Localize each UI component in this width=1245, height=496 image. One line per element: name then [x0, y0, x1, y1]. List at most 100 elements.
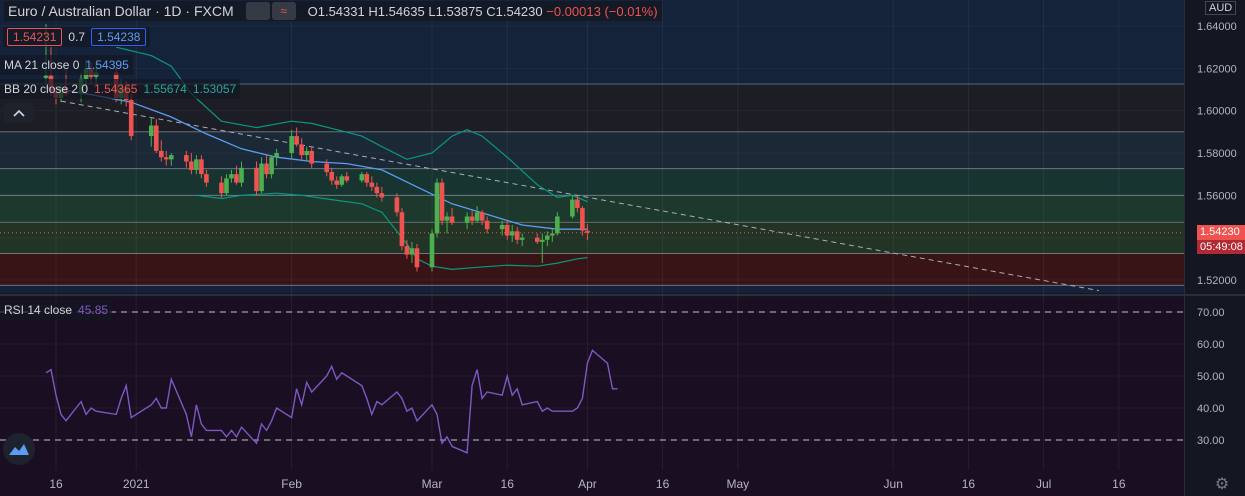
candle-body: [469, 216, 475, 221]
eye-icon[interactable]: [245, 2, 270, 20]
candle-body: [264, 163, 269, 175]
ma21-line: [45, 86, 588, 230]
candle-body: [229, 174, 234, 179]
collapse-legend-button[interactable]: [4, 103, 34, 123]
level-band: [0, 195, 1184, 223]
spread-value: 0.7: [68, 30, 86, 44]
close-value: C1.54230: [486, 3, 543, 19]
last-price-tag: 1.54230: [1197, 225, 1245, 240]
candle-body: [414, 248, 420, 268]
time-tick-label: 16: [962, 477, 976, 491]
bb-label: BB 20 close 2 0: [4, 82, 89, 96]
time-tick-label: Feb: [281, 477, 302, 491]
candle-body: [504, 224, 510, 236]
ohlc-values: O1.54331 H1.54635 L1.53875 C1.54230 −0.0…: [308, 4, 658, 19]
high-value: H1.54635: [368, 3, 425, 19]
time-tick-label: 2021: [123, 477, 150, 491]
ma-value: 1.54395: [85, 58, 129, 72]
candle-body: [534, 237, 540, 242]
bb-legend[interactable]: BB 20 close 2 0 1.54365 1.55674 1.53057: [0, 79, 241, 99]
candle-body: [254, 167, 259, 192]
candle-body: [409, 248, 415, 255]
ma-label: MA 21 close 0: [4, 58, 80, 72]
candle-body: [148, 125, 154, 137]
open-value: O1.54331: [307, 3, 365, 19]
buy-button[interactable]: 1.54238: [91, 28, 147, 46]
candle-body: [269, 157, 274, 175]
candle-body: [439, 182, 445, 221]
candle-body: [539, 239, 545, 242]
candle-body: [474, 212, 480, 221]
candle-body: [444, 216, 450, 221]
time-tick-label: 16: [501, 477, 515, 491]
candle-body: [570, 199, 575, 217]
rsi-tick-label: 70.00: [1197, 307, 1225, 319]
candle-body: [399, 212, 405, 247]
candle-body: [429, 233, 435, 268]
candle-body: [194, 159, 199, 170]
legend-toggles: ≈: [245, 2, 296, 20]
rsi-tick-label: 50.00: [1197, 371, 1225, 383]
ma-legend[interactable]: MA 21 close 0 1.54395: [0, 55, 133, 75]
currency-label[interactable]: AUD: [1205, 1, 1237, 15]
candle-body: [484, 220, 490, 230]
level-band: [0, 253, 1184, 286]
countdown-tag: 05:49:08: [1197, 240, 1245, 254]
candle-body: [479, 212, 485, 221]
candle-body: [449, 216, 455, 223]
trend-line: [60, 100, 1099, 292]
price-tick-label: 1.62000: [1197, 63, 1237, 75]
time-tick-label: Apr: [578, 477, 597, 491]
symbol-title[interactable]: Euro / Australian Dollar · 1D · FXCM: [8, 3, 234, 19]
candle-body: [369, 182, 375, 187]
candle-body: [289, 136, 294, 153]
time-tick-label: 16: [1112, 477, 1126, 491]
change-value: −0.00013 (−0.01%): [546, 3, 658, 19]
bb-lower-value: 1.53057: [192, 82, 237, 96]
candle-body: [219, 182, 224, 194]
gear-icon[interactable]: ⚙: [1214, 476, 1230, 493]
candle-body: [364, 174, 370, 183]
time-tick-label: Jul: [1036, 477, 1051, 491]
tradingview-logo[interactable]: [3, 433, 35, 465]
candle-body: [304, 150, 309, 156]
candle-body: [334, 180, 340, 185]
candle-body: [199, 159, 204, 175]
candle-body: [464, 216, 470, 223]
candle-body: [509, 231, 515, 236]
candle-body: [43, 75, 49, 78]
sell-button[interactable]: 1.54231: [7, 28, 63, 46]
low-value: L1.53875: [428, 3, 483, 19]
candle-body: [580, 208, 585, 231]
candle-body: [224, 178, 229, 194]
price-tick-label: 1.58000: [1197, 148, 1237, 160]
rsi-value: 45.85: [78, 303, 109, 317]
candle-body: [234, 174, 239, 183]
candle-body: [339, 176, 345, 185]
candle-body: [169, 155, 174, 160]
candle-body: [259, 163, 264, 192]
candle-body: [329, 172, 335, 181]
candle-body: [204, 174, 209, 183]
price-tick-label: 1.56000: [1197, 190, 1237, 202]
rsi-tick-label: 40.00: [1197, 403, 1225, 415]
candle-body: [434, 182, 440, 234]
level-band: [0, 131, 1184, 169]
candle-body: [499, 224, 505, 230]
candle-body: [374, 186, 380, 194]
candle-body: [274, 153, 279, 158]
candle-body: [158, 150, 164, 158]
level-band: [0, 222, 1184, 254]
candle-body: [299, 144, 304, 156]
wave-icon[interactable]: ≈: [271, 2, 296, 20]
candle-body: [379, 193, 385, 198]
candle-body: [514, 231, 520, 240]
candle-body: [309, 150, 314, 164]
rsi-pane-bg: [0, 297, 1184, 496]
candle-body: [324, 163, 330, 173]
candle-body: [394, 197, 400, 213]
price-tick-label: 1.52000: [1197, 275, 1237, 287]
rsi-legend[interactable]: RSI 14 close 45.85: [0, 300, 113, 320]
rsi-tick-label: 60.00: [1197, 339, 1225, 351]
